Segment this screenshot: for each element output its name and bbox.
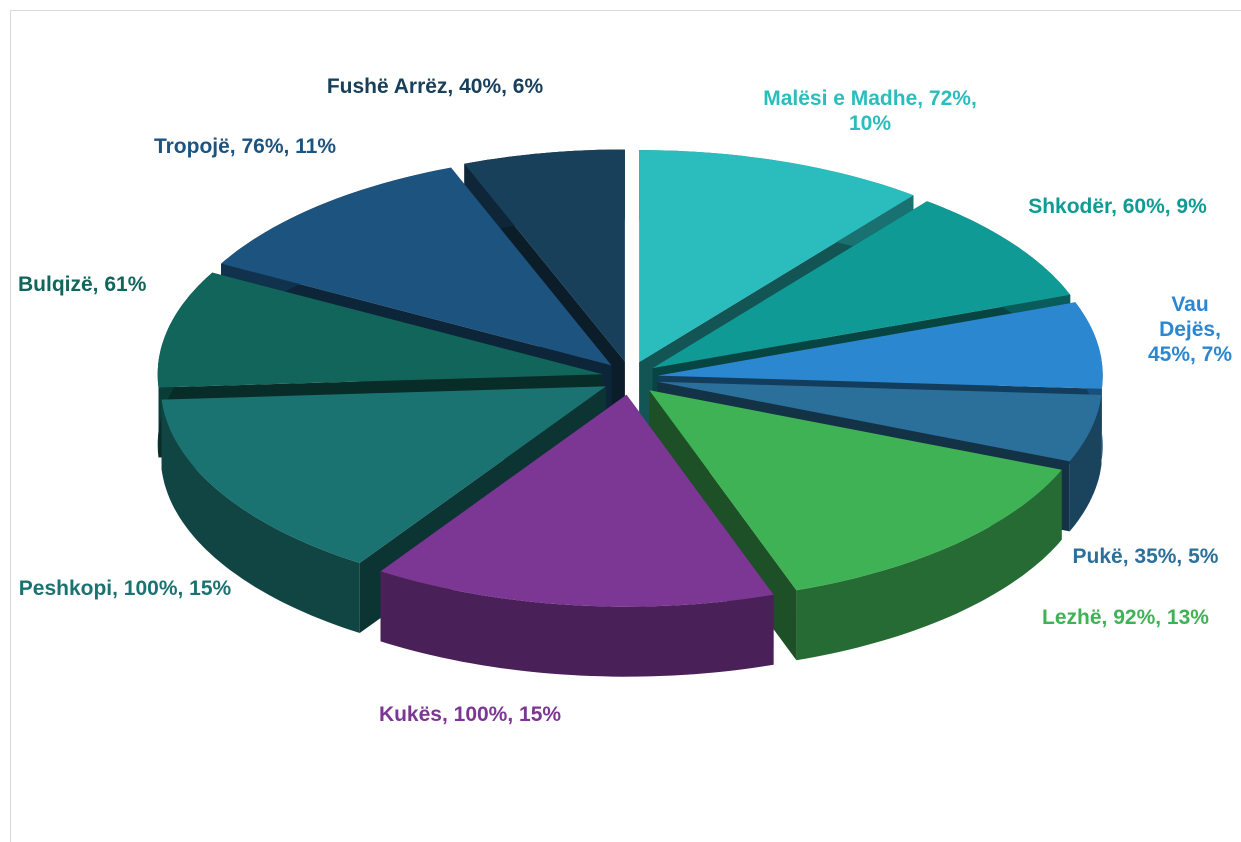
slice	[657, 381, 1102, 462]
data-label: Kukës, 100%, 15%	[378, 703, 562, 726]
data-label: Peshkopi, 100%, 15%	[18, 577, 232, 600]
slice	[652, 201, 1071, 369]
slice	[380, 394, 774, 677]
data-label: Bulqizë, 61%	[18, 273, 147, 296]
data-label: Tropojë, 76%, 11%	[153, 135, 337, 158]
slice-outer-wall	[1069, 394, 1102, 532]
data-label: Fushë Arrëz, 40%, 6%	[326, 75, 544, 98]
slice	[157, 272, 603, 388]
slice	[161, 386, 606, 563]
slice	[657, 302, 1103, 389]
data-label: Shkodër, 60%, 9%	[1028, 195, 1207, 218]
slice	[649, 390, 1062, 591]
slice	[639, 150, 914, 363]
chart-frame	[10, 10, 1241, 842]
slice	[464, 149, 625, 362]
slice	[221, 167, 612, 366]
slice-outer-wall	[380, 571, 774, 677]
slice-outer-wall	[796, 469, 1062, 661]
data-label: Lezhë, 92%, 13%	[1042, 606, 1209, 629]
data-label: Malësi e Madhe, 72%, 10%	[763, 87, 977, 135]
slice-outer-wall	[161, 399, 360, 633]
slice	[380, 394, 774, 607]
data-label: Pukë, 35%, 5%	[1072, 545, 1219, 568]
data-label: Vau Dejës, 45%, 7%	[1147, 293, 1233, 366]
